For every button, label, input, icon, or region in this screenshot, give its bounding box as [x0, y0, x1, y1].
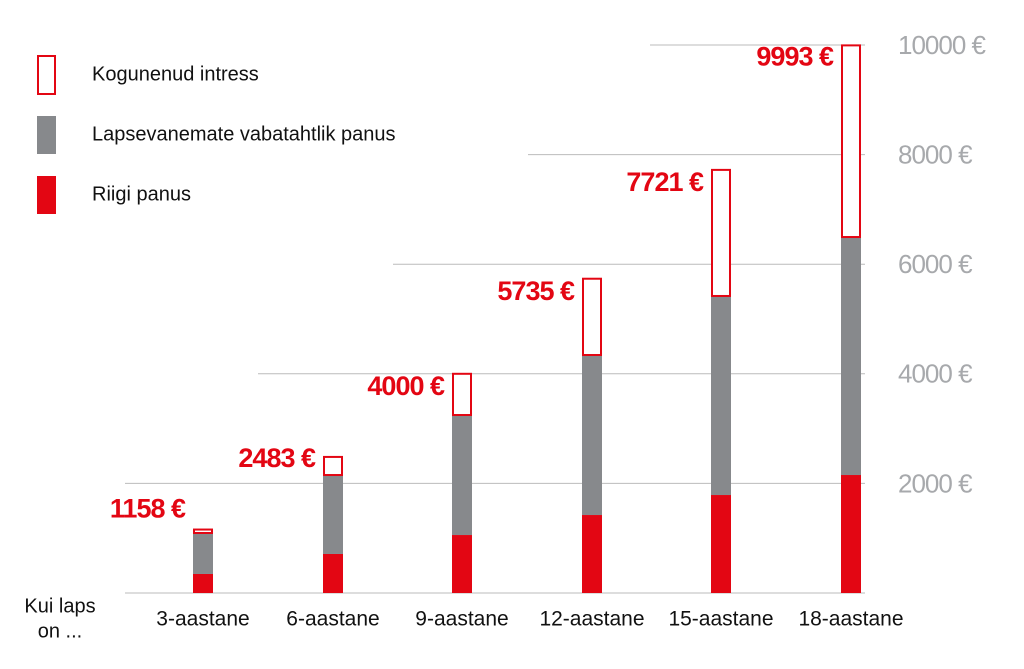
bar-segment [193, 528, 213, 534]
bar-segment [711, 168, 731, 297]
bar-segment [841, 237, 861, 476]
bar-segment [582, 277, 602, 357]
total-label: 2483 € [238, 443, 316, 473]
bar-segment [323, 455, 343, 477]
legend-label: Lapsevanemate vabatahtlik panus [92, 123, 396, 145]
legend-label: Kogunenud intress [92, 63, 259, 85]
legend-swatch [37, 116, 56, 154]
bar-segment [323, 553, 343, 593]
bar-segment [841, 44, 861, 239]
bar-segment [582, 515, 602, 593]
legend-label: Riigi panus [92, 183, 191, 205]
x-axis-label: Kui laps [24, 595, 95, 617]
x-tick-label: 12-aastane [539, 608, 644, 631]
x-tick-label: 15-aastane [668, 608, 773, 631]
bar-segment [193, 532, 213, 574]
x-tick-label: 9-aastane [415, 608, 508, 631]
bar-segment [193, 573, 213, 593]
bar-segment [711, 495, 731, 593]
y-tick-label: 10000 € [898, 30, 987, 60]
total-label: 4000 € [367, 371, 445, 401]
bar-segment [582, 355, 602, 516]
y-tick-label: 4000 € [898, 359, 973, 389]
y-tick-label: 2000 € [898, 468, 973, 498]
y-tick-label: 8000 € [898, 139, 973, 169]
total-label: 7721 € [626, 167, 704, 197]
total-label: 1158 € [110, 494, 186, 524]
bar-segment [323, 475, 343, 554]
bar-segment [452, 415, 472, 536]
bar-segment [452, 372, 472, 417]
x-axis-label: on ... [38, 620, 82, 642]
total-label: 9993 € [756, 42, 834, 72]
bar-segment [711, 295, 731, 496]
bar-segment [452, 535, 472, 593]
legend-swatch [37, 55, 56, 95]
x-tick-label: 6-aastane [286, 608, 379, 631]
x-tick-label: 18-aastane [798, 608, 903, 631]
x-tick-label: 3-aastane [156, 608, 249, 631]
legend-swatch [37, 176, 56, 214]
y-tick-label: 6000 € [898, 249, 973, 279]
total-label: 5735 € [497, 276, 575, 306]
bar-segment [841, 475, 861, 593]
